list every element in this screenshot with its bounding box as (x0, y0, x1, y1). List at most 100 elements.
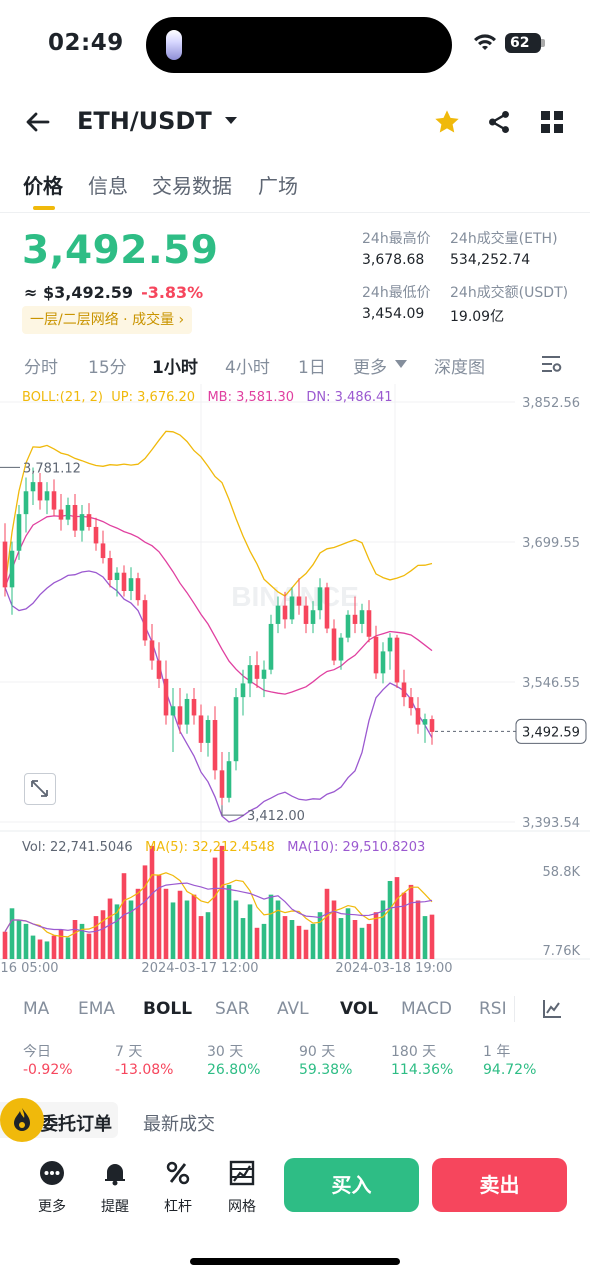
more-button[interactable]: 更多 (28, 1160, 76, 1216)
vol-value: Vol: 22,741.5046 (22, 840, 133, 855)
volume-bar (107, 898, 113, 959)
category-tag[interactable]: 一层/二层网络 · 成交量 › (22, 306, 193, 334)
timeframe-depth[interactable]: 深度图 (434, 358, 485, 378)
favorite-star-icon[interactable] (433, 108, 461, 136)
tab-trading-data[interactable]: 交易数据 (152, 174, 232, 198)
svg-text:BINANCE: BINANCE (231, 581, 359, 612)
tab-square[interactable]: 广场 (258, 174, 298, 198)
boll-dn: DN: 3,486.41 (306, 390, 393, 405)
volume-bar (268, 894, 274, 959)
candle-body (149, 640, 155, 661)
bell-icon (105, 1164, 125, 1186)
candle-body (394, 637, 400, 683)
indicator-macd[interactable]: MACD (401, 999, 452, 1019)
candle-body (177, 706, 183, 725)
layout-grid-icon[interactable] (540, 110, 564, 134)
tab-info[interactable]: 信息 (88, 174, 128, 198)
open-orders-label[interactable]: 委托订单 (40, 1114, 112, 1135)
volume-bar (121, 873, 127, 959)
candle-body (303, 605, 309, 624)
share-icon[interactable] (486, 108, 512, 136)
volume-bar (345, 908, 351, 959)
fullscreen-button[interactable] (24, 773, 56, 805)
candle-body (58, 509, 64, 520)
buy-button[interactable]: 买入 (284, 1158, 419, 1212)
indicator-avl[interactable]: AVL (277, 999, 309, 1019)
volume-bar (282, 916, 288, 959)
timeframe-15m[interactable]: 15分 (88, 358, 127, 378)
back-arrow-icon[interactable] (24, 108, 52, 136)
candle-body (51, 491, 57, 510)
performance-value: 59.38% (299, 1062, 353, 1078)
performance-label: 今日 (23, 1044, 51, 1060)
caret-down-icon[interactable] (394, 359, 408, 369)
candle-body (198, 715, 204, 743)
volume-bar (296, 925, 302, 959)
timeframe-1d[interactable]: 1日 (298, 358, 326, 378)
price-tick-label: 3,393.54 (522, 816, 580, 831)
candle-body (142, 600, 148, 641)
candle-body (289, 596, 295, 620)
performance-value: 94.72% (483, 1062, 537, 1078)
candle-body (317, 587, 323, 611)
time-tick-label: 2024-03-18 19:00 (335, 961, 452, 976)
low-value: 3,454.09 (362, 306, 425, 322)
floating-assist-button[interactable] (0, 1098, 44, 1142)
volume-tick-label: 58.8K (543, 865, 581, 880)
indicator-vol[interactable]: VOL (340, 999, 379, 1019)
volume-bar (58, 929, 64, 959)
timeframe-1h[interactable]: 1小时 (152, 358, 198, 378)
indicator-rsi[interactable]: RSI (479, 999, 507, 1019)
boll-params: BOLL:(21, 2) (22, 390, 104, 405)
timeframe-4h[interactable]: 4小时 (225, 358, 270, 378)
volume-bar (415, 900, 421, 959)
home-indicator (190, 1258, 400, 1265)
volume-bar (289, 920, 295, 959)
boll-mb: MB: 3,581.30 (207, 390, 294, 405)
volume-bar (331, 900, 337, 959)
candle-body (100, 543, 106, 559)
price-chart[interactable]: BINANCE 3,852.56 3,699.55 3,546.55 3,393.54… (0, 384, 590, 984)
tab-price[interactable]: 价格 (23, 174, 63, 198)
sell-button[interactable]: 卖出 (432, 1158, 567, 1212)
volume-bar (198, 916, 204, 959)
timeframe-more[interactable]: 更多 (353, 358, 387, 378)
volume-bar (408, 884, 414, 959)
candle-body (156, 660, 162, 679)
candle-body (212, 720, 218, 771)
grid-button[interactable]: 网格 (218, 1160, 266, 1216)
alert-button[interactable]: 提醒 (91, 1160, 139, 1216)
volume-bar (422, 916, 428, 959)
expand-icon (31, 780, 48, 797)
indicator-boll[interactable]: BOLL (143, 999, 193, 1019)
volume-bar (429, 914, 435, 959)
candle-body (275, 605, 281, 624)
candle-body (380, 651, 386, 674)
tab-divider (0, 212, 590, 213)
volume-bar (16, 920, 22, 959)
performance-label: 30 天 (207, 1044, 244, 1060)
volume-bar (226, 884, 232, 959)
trading-pair-title[interactable]: ETH/USDT (77, 107, 212, 135)
leverage-button[interactable]: 杠杆 (154, 1160, 202, 1216)
indicator-settings-icon[interactable] (541, 998, 563, 1020)
tab-latest-trades[interactable]: 最新成交 (143, 1114, 215, 1135)
candle-body (310, 610, 316, 624)
wifi-icon (474, 34, 496, 50)
indicator-ma[interactable]: MA (23, 999, 50, 1019)
timeframe-line[interactable]: 分时 (24, 358, 58, 378)
chart-settings-icon[interactable] (540, 353, 562, 375)
caret-down-icon[interactable] (224, 114, 238, 126)
current-price-box (515, 718, 587, 744)
volume-ma5-line (4, 872, 433, 938)
indicator-ema[interactable]: EMA (78, 999, 116, 1019)
candle-body (65, 504, 71, 520)
min-marker-line (221, 805, 244, 816)
candle-body (233, 697, 239, 762)
indicator-sar[interactable]: SAR (215, 999, 250, 1019)
price-tick-label: 3,699.55 (522, 536, 580, 551)
volume-bar (184, 900, 190, 959)
volume-bar (44, 941, 50, 959)
boll-up: UP: 3,676.20 (111, 390, 196, 405)
flashlight-icon (166, 30, 182, 60)
